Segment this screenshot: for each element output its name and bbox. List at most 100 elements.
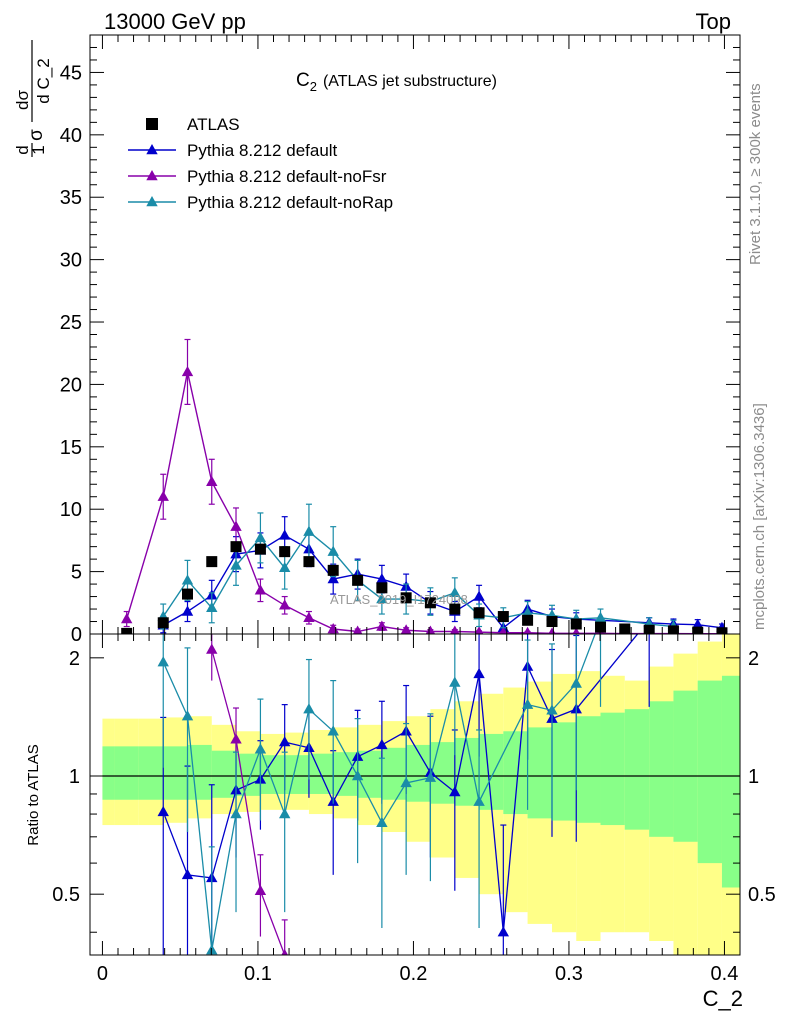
ratio-marker-point	[473, 667, 485, 679]
main-marker-point	[327, 573, 339, 584]
main-data-point	[570, 618, 582, 630]
ratio-band-green	[576, 716, 601, 823]
ratio-y-tick-label-right: 0.5	[748, 884, 776, 906]
ylabel-d-top-1: d	[13, 145, 32, 154]
legend: ATLAS Pythia 8.212 default Pythia 8.212 de…	[128, 115, 393, 212]
main-data-point	[206, 556, 218, 568]
ratio-marker-point	[278, 736, 291, 747]
main-marker-point	[499, 626, 508, 634]
main-marker-point	[450, 625, 460, 634]
main-data-point	[667, 625, 679, 634]
ylabel-dc2: d C_2	[34, 58, 53, 103]
main-data-point	[327, 564, 339, 576]
plot-title: C2 (ATLAS jet substructure)	[296, 70, 497, 94]
main-marker-point	[376, 573, 388, 584]
ratio-band-green	[697, 680, 722, 864]
main-data-point	[424, 597, 436, 609]
main-data-point	[619, 623, 631, 634]
main-marker-point	[473, 590, 485, 601]
ratio-marker-point	[303, 703, 315, 714]
ratio-marker-point	[254, 743, 267, 754]
main-marker-point	[352, 625, 363, 634]
main-marker-point	[376, 593, 388, 604]
ratio-marker-point	[278, 808, 291, 819]
ratio-marker-point	[400, 776, 412, 788]
ylabel-dsigma: dσ	[13, 90, 32, 110]
main-data-point	[279, 546, 291, 558]
main-marker-point	[572, 627, 580, 634]
ratio-marker-point	[254, 884, 267, 896]
main-marker-point	[327, 545, 339, 556]
ratio-marker-point	[473, 795, 485, 806]
main-data-point	[546, 616, 558, 628]
legend-label: Pythia 8.212 default-noFsr	[187, 167, 387, 186]
ratio-band-green	[600, 712, 625, 826]
main-data-point	[716, 627, 728, 634]
analysis-watermark: ATLAS_2019_I1724098	[330, 592, 468, 607]
ratio-band-green	[102, 746, 115, 800]
main-data-point	[182, 588, 193, 600]
main-marker-point	[181, 574, 194, 585]
mcplots-label: mcplots.cern.ch [arXiv:1306.3436]	[751, 403, 768, 630]
main-marker-point	[327, 623, 339, 634]
main-data-point	[522, 614, 534, 626]
main-data-point	[692, 626, 704, 634]
main-y-axis-label: d 1 σ dσ d C_2	[13, 40, 53, 157]
main-data-point	[497, 611, 509, 623]
main-marker-point	[400, 624, 412, 634]
main-marker-point	[230, 520, 242, 531]
rivet-label: Rivet 3.1.10, ≥ 300k events	[747, 83, 764, 265]
ratio-band-green	[138, 746, 164, 800]
ratio-y-tick-label: 1	[69, 766, 80, 788]
ratio-marker-point	[157, 805, 169, 817]
process-label: 13000 GeV pp	[104, 9, 246, 34]
main-data-point	[400, 592, 412, 604]
main-marker-point	[230, 559, 242, 570]
main-marker-point	[120, 613, 133, 624]
ratio-marker-point	[327, 725, 339, 736]
ratio-y-tick-label-right: 1	[748, 766, 759, 788]
ratio-marker-point	[230, 808, 242, 819]
ratio-series-line-1	[211, 649, 286, 955]
main-marker-point	[278, 599, 291, 610]
main-marker-point	[206, 475, 218, 486]
ratio-marker-point	[281, 949, 289, 955]
main-y-tick-label: 10	[60, 499, 82, 521]
ratio-marker-point	[181, 868, 194, 880]
legend-marker	[146, 170, 158, 181]
main-marker-point	[548, 627, 556, 634]
x-tick-label: 0	[97, 963, 108, 985]
main-marker-point	[594, 611, 607, 622]
main-y-tick-label: 25	[60, 312, 82, 334]
main-marker-point	[474, 626, 484, 634]
main-y-tick-label: 35	[60, 187, 82, 209]
ratio-plot-frame	[89, 633, 741, 956]
main-data-point	[230, 541, 242, 553]
legend-label: ATLAS	[187, 115, 240, 134]
x-tick-label: 0.2	[400, 963, 428, 985]
ratio-marker-point	[570, 677, 582, 688]
legend-label: Pythia 8.212 default	[187, 141, 338, 160]
main-marker-point	[278, 561, 291, 573]
ratio-band-green	[163, 746, 188, 800]
ratio-marker-point	[449, 786, 461, 797]
main-data-point	[254, 543, 266, 555]
ratio-band-green	[649, 701, 674, 837]
main-data-point	[643, 624, 655, 634]
main-marker-point	[254, 584, 267, 595]
ratio-marker-point	[206, 643, 218, 654]
main-y-tick-label: 15	[60, 437, 82, 459]
ratio-y-tick-label-right: 2	[748, 648, 759, 670]
main-y-tick-label: 30	[60, 250, 82, 272]
x-tick-label: 0.3	[555, 963, 583, 985]
ratio-marker-point	[449, 676, 461, 687]
ratio-y-tick-label: 2	[69, 648, 80, 670]
main-series-line-1	[162, 534, 723, 629]
ratio-band-green	[406, 744, 431, 802]
x-tick-label: 0.4	[711, 963, 739, 985]
ratio-band-green	[211, 750, 237, 798]
main-data-point	[121, 627, 133, 634]
plot-title-sub: 2	[310, 79, 317, 94]
main-y-tick-label: 40	[60, 125, 82, 147]
